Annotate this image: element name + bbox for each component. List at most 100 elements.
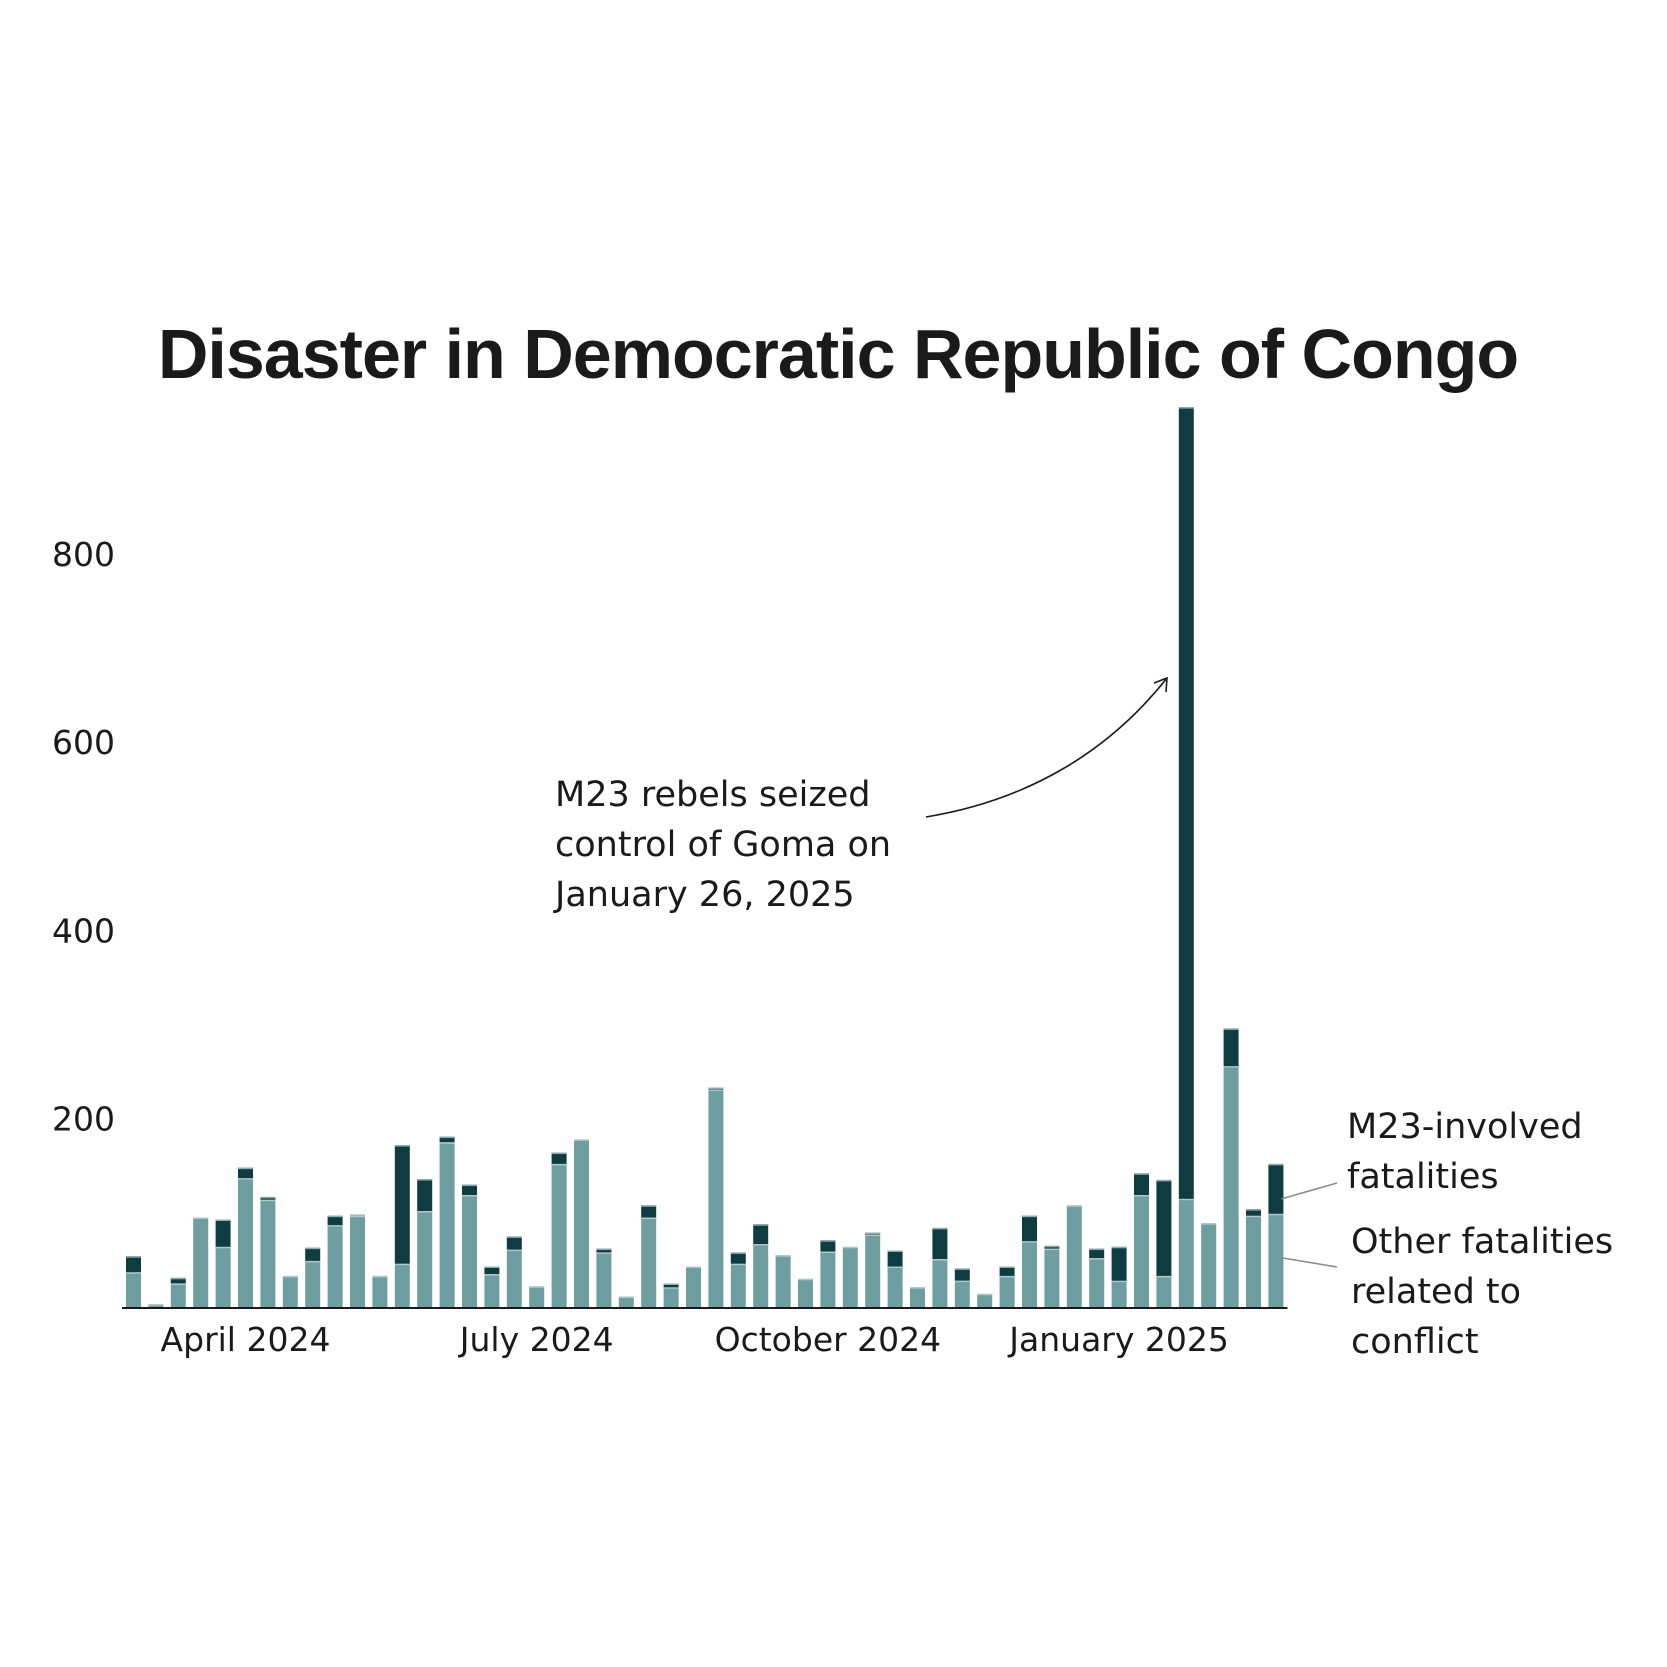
bar-segment-edge	[753, 1224, 769, 1226]
bar-other-fatalities	[820, 1251, 836, 1307]
bar-segment-edge	[327, 1225, 343, 1227]
bar-m23-fatalities	[596, 1248, 612, 1253]
bar-other-fatalities	[1223, 1066, 1239, 1307]
bar-other-fatalities	[439, 1142, 455, 1307]
bar-other-fatalities	[1201, 1223, 1217, 1307]
bar-m23-fatalities	[1246, 1209, 1261, 1216]
bar-segment-edge	[820, 1251, 836, 1253]
bar-segment-edge	[977, 1293, 993, 1296]
bar-m23-fatalities	[394, 1145, 410, 1264]
bar-segment-edge	[865, 1234, 881, 1236]
bar-m23-fatalities	[327, 1215, 343, 1226]
bar-segment-edge	[305, 1260, 321, 1263]
bar-segment-edge	[350, 1215, 365, 1218]
bar-other-fatalities	[932, 1259, 948, 1307]
bar-segment-edge	[574, 1139, 589, 1141]
bar-other-fatalities	[1044, 1248, 1060, 1307]
bar-m23-fatalities	[484, 1266, 500, 1274]
bar-m23-fatalities	[932, 1227, 948, 1259]
bar-segment-edge	[865, 1232, 881, 1235]
bar-segment-edge	[260, 1199, 276, 1202]
y-tick-label: 800	[52, 535, 115, 574]
y-tick-label: 400	[52, 911, 115, 950]
bar-segment-edge	[462, 1184, 477, 1187]
bar-segment-edge	[417, 1211, 433, 1213]
bar-segment-edge	[1223, 1028, 1239, 1030]
bar-segment-edge	[910, 1287, 925, 1289]
bar-segment-edge	[551, 1152, 567, 1155]
bar-segment-edge	[260, 1196, 276, 1199]
bar-segment-edge	[372, 1275, 388, 1278]
bar-segment-edge	[1156, 1179, 1172, 1182]
bar-segment-edge	[798, 1278, 813, 1281]
bar-segment-edge	[1223, 1066, 1239, 1068]
bar-m23-fatalities	[820, 1240, 836, 1252]
bar-segment-edge	[1134, 1173, 1149, 1175]
bar-segment-edge	[596, 1248, 612, 1251]
bar-m23-fatalities	[887, 1250, 903, 1267]
bar-segment-edge	[506, 1236, 522, 1238]
bar-other-fatalities	[1066, 1205, 1082, 1307]
bar-m23-fatalities	[1268, 1163, 1284, 1214]
bar-segment-edge	[663, 1287, 679, 1289]
bar-segment-edge	[999, 1266, 1015, 1268]
bar-segment-edge	[842, 1246, 858, 1249]
bar-m23-fatalities	[170, 1277, 186, 1284]
y-axis: 200 400 600 800	[52, 535, 115, 1139]
bar-other-fatalities	[618, 1296, 634, 1307]
y-tick-label: 200	[52, 1100, 115, 1139]
bar-other-fatalities	[977, 1293, 993, 1307]
bar-other-fatalities	[551, 1163, 567, 1307]
legend: M23-involved fatalities Other fatalities re…	[1281, 1107, 1613, 1362]
bar-other-fatalities	[999, 1275, 1015, 1307]
bar-other-fatalities	[1022, 1241, 1037, 1307]
bar-segment-edge	[1022, 1241, 1037, 1243]
bar-m23-fatalities	[1022, 1215, 1037, 1242]
bar-segment-edge	[954, 1280, 970, 1283]
bar-segment-edge	[1246, 1209, 1261, 1211]
bar-segment-edge	[439, 1142, 455, 1144]
bar-other-fatalities	[215, 1246, 231, 1307]
bar-segment-edge	[641, 1205, 657, 1207]
bar-segment-edge	[506, 1249, 522, 1252]
bar-other-fatalities	[484, 1274, 500, 1307]
bar-m23-fatalities	[551, 1152, 567, 1164]
bar-segment-edge	[350, 1214, 365, 1217]
bar-segment-edge	[193, 1217, 209, 1220]
bar-m23-fatalities	[1134, 1173, 1149, 1195]
bar-other-fatalities	[753, 1243, 769, 1307]
legend-m23-label: M23-involved fatalities	[1347, 1107, 1583, 1197]
bar-segment-edge	[1268, 1213, 1284, 1216]
bar-m23-fatalities	[439, 1136, 455, 1143]
bar-other-fatalities	[506, 1249, 522, 1307]
bar-m23-fatalities	[238, 1167, 253, 1179]
legend-leader-line	[1281, 1182, 1338, 1200]
bar-segment-edge	[1178, 1198, 1194, 1201]
bar-other-fatalities	[596, 1252, 612, 1307]
bar-other-fatalities	[327, 1225, 343, 1307]
bar-segment-edge	[282, 1275, 298, 1278]
bar-other-fatalities	[394, 1263, 410, 1307]
bars	[126, 407, 1284, 1307]
bar-other-fatalities	[641, 1217, 657, 1307]
bar-segment-edge	[1178, 407, 1194, 409]
bar-segment-edge	[820, 1240, 836, 1242]
bar-segment-edge	[932, 1259, 948, 1261]
bar-other-fatalities	[193, 1217, 209, 1307]
bar-other-fatalities	[954, 1280, 970, 1307]
bar-m23-fatalities	[1223, 1028, 1239, 1067]
bar-m23-fatalities	[417, 1179, 433, 1211]
bar-m23-fatalities	[753, 1224, 769, 1244]
bar-segment-edge	[887, 1250, 903, 1252]
bar-other-fatalities	[910, 1287, 925, 1307]
bar-segment-edge	[529, 1286, 545, 1288]
bar-segment-edge	[1268, 1163, 1284, 1166]
bar-other-fatalities	[170, 1283, 186, 1307]
bar-segment-edge	[215, 1246, 231, 1249]
bar-other-fatalities	[1178, 1198, 1194, 1307]
x-tick-label: April 2024	[161, 1320, 331, 1359]
bar-other-fatalities	[1089, 1258, 1105, 1307]
bar-other-fatalities	[1111, 1280, 1127, 1307]
bar-segment-edge	[708, 1089, 724, 1091]
